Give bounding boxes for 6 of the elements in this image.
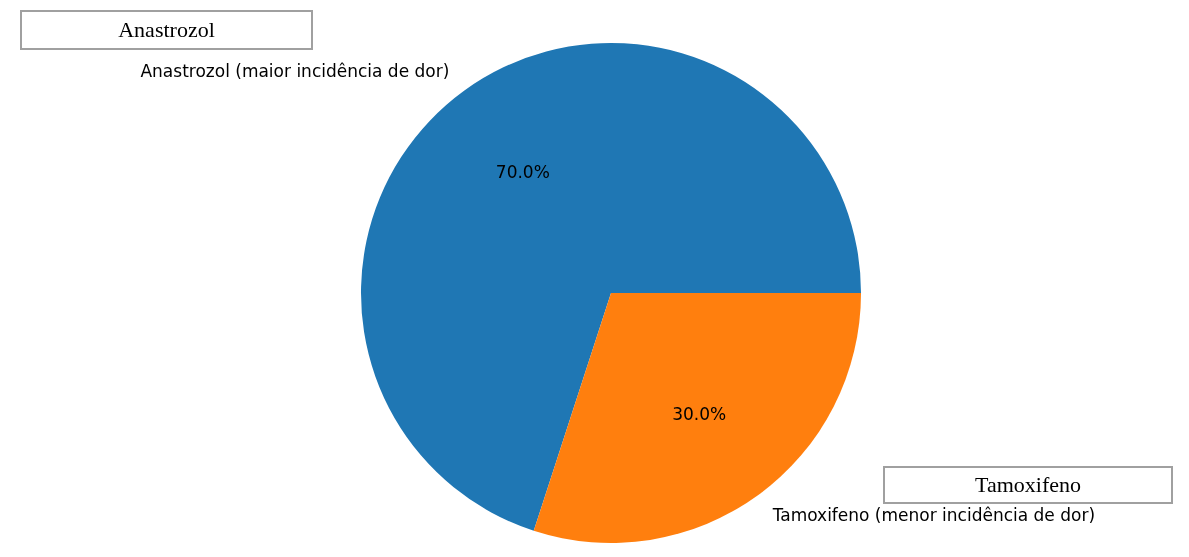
data-label: 70.0% <box>495 161 550 182</box>
data-label: 30.0% <box>672 404 727 425</box>
text: Tamoxifeno <box>975 472 1081 498</box>
text: Anastrozol <box>118 17 215 43</box>
slice-label: Anastrozol (maior incidência de dor) <box>140 60 450 81</box>
slice-label: Tamoxifeno (menor incidência de dor) <box>771 505 1096 526</box>
